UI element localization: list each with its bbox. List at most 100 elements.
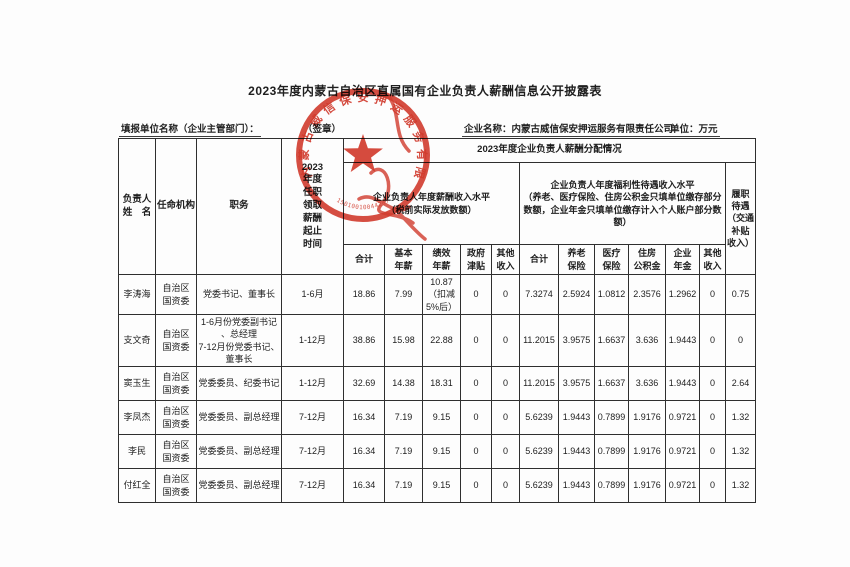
cell-medical: 1.6637	[594, 314, 629, 367]
cell-other-income-2: 0	[699, 434, 726, 469]
cell-duty-allowance: 2.64	[725, 366, 756, 401]
cell-pension: 3.9575	[558, 366, 595, 401]
cell-gov-allowance: 0	[460, 274, 492, 315]
cell-name: 窦玉生	[118, 366, 156, 401]
cell-performance-salary: 9.15	[422, 468, 461, 503]
header-group-row: 企业负责人年度薪酬收入水平 （税前实际发放数额） 企业负责人年度福利性待遇收入水…	[119, 162, 756, 275]
table-row: 支文奇 自治区 国资委 1-6月份党委副书记 、总经理 7-12月份党委书记、 …	[118, 314, 756, 367]
cell-basic-salary: 7.19	[384, 434, 423, 469]
cell-duty-allowance: 1.32	[725, 400, 756, 435]
cell-name: 付红全	[118, 468, 156, 503]
table-row: 窦玉生 自治区 国资委 党委委员、纪委书记 1-12月 32.69 14.38 …	[118, 366, 756, 401]
header-housing-fund: 住房 公积金	[628, 244, 666, 275]
table-row: 李涛海 自治区 国资委 党委书记、董事长 1-6月 18.86 7.99 10.…	[118, 274, 756, 315]
header-duty-allowance: 履职 待遇 （交通 补贴 收入）	[725, 162, 756, 275]
cell-position: 党委委员、纪委书记	[196, 366, 282, 401]
cell-welfare-total: 7.3274	[519, 274, 559, 315]
table-row: 李凤杰 自治区 国资委 党委委员、副总经理 7-12月 16.34 7.19 9…	[118, 400, 756, 435]
cell-name: 李民	[118, 434, 156, 469]
cell-gov-allowance: 0	[460, 434, 492, 469]
cell-salary-total: 16.34	[343, 468, 385, 503]
cell-position: 党委委员、副总经理	[196, 468, 282, 503]
cell-welfare-total: 11.2015	[519, 366, 559, 401]
header-salary-total: 合计	[343, 244, 385, 275]
cell-period: 1-12月	[281, 366, 344, 401]
header-sub-row: 合计 基本 年薪 绩效 年薪 政府 津贴 其他 收入 合计 养老 保险 医疗 保…	[119, 244, 756, 275]
cell-organ: 自治区 国资委	[155, 274, 197, 315]
salary-disclosure-table: 负责人 姓 名 任命机构 职务 2023 年度 任职 领取 薪酬 起止 时间 2…	[118, 138, 756, 503]
cell-other-income-2: 0	[699, 314, 726, 367]
cell-duty-allowance: 1.32	[725, 434, 756, 469]
cell-performance-salary: 9.15	[422, 434, 461, 469]
cell-organ: 自治区 国资委	[155, 366, 197, 401]
cell-housing-fund: 1.9176	[628, 400, 666, 435]
cell-pension: 2.5924	[558, 274, 595, 315]
cell-basic-salary: 15.98	[384, 314, 423, 367]
cell-other-income-1: 0	[491, 468, 520, 503]
cell-duty-allowance: 0	[725, 314, 756, 367]
seal-placeholder-label: （签章）	[303, 124, 342, 135]
cell-annuity: 0.9721	[665, 468, 700, 503]
header-name: 负责人 姓 名	[118, 138, 156, 275]
table-row: 李民 自治区 国资委 党委委员、副总经理 7-12月 16.34 7.19 9.…	[118, 434, 756, 469]
cell-period: 1-6月	[281, 274, 344, 315]
cell-duty-allowance: 0.75	[725, 274, 756, 315]
header-other-income-2: 其他 收入	[699, 244, 726, 275]
cell-welfare-total: 5.6239	[519, 400, 559, 435]
cell-welfare-total: 5.6239	[519, 434, 559, 469]
cell-housing-fund: 1.9176	[628, 434, 666, 469]
meta-line: 填报单位名称（企业主管部门）： （签章） 企业名称：内蒙古威信保安押运服务有限责…	[0, 121, 850, 137]
cell-medical: 0.7899	[594, 434, 629, 469]
cell-organ: 自治区 国资委	[155, 314, 197, 367]
cell-other-income-1: 0	[491, 314, 520, 367]
cell-housing-fund: 2.3576	[628, 274, 666, 315]
cell-annuity: 0.9721	[665, 400, 700, 435]
cell-basic-salary: 7.99	[384, 274, 423, 315]
cell-period: 7-12月	[281, 468, 344, 503]
header-pension: 养老 保险	[558, 244, 595, 275]
cell-other-income-2: 0	[699, 400, 726, 435]
cell-other-income-1: 0	[491, 274, 520, 315]
header-other-income-1: 其他 收入	[491, 244, 520, 275]
cell-annuity: 1.9443	[665, 366, 700, 401]
cell-annuity: 0.9721	[665, 434, 700, 469]
cell-performance-salary: 22.88	[422, 314, 461, 367]
header-band-row: 负责人 姓 名 任命机构 职务 2023 年度 任职 领取 薪酬 起止 时间 2…	[118, 138, 756, 275]
header-annuity: 企业 年金	[665, 244, 700, 275]
cell-name: 支文奇	[118, 314, 156, 367]
cell-pension: 1.9443	[558, 434, 595, 469]
cell-welfare-total: 11.2015	[519, 314, 559, 367]
cell-position: 1-6月份党委副书记 、总经理 7-12月份党委书记、 董事长	[196, 314, 282, 367]
cell-pension: 3.9575	[558, 314, 595, 367]
cell-name: 李凤杰	[118, 400, 156, 435]
unit-label: 单位：万元	[668, 121, 720, 137]
cell-position: 党委书记、董事长	[196, 274, 282, 315]
cell-position: 党委委员、副总经理	[196, 400, 282, 435]
cell-organ: 自治区 国资委	[155, 400, 197, 435]
report-unit-label: 填报单位名称（企业主管部门）：	[119, 121, 261, 137]
header-band-title: 2023年度企业负责人薪酬分配情况	[343, 138, 756, 163]
cell-salary-total: 38.86	[343, 314, 385, 367]
cell-gov-allowance: 0	[460, 366, 492, 401]
company-name-label: 企业名称：内蒙古威信保安押运服务有限责任公司	[462, 121, 676, 137]
header-performance-salary: 绩效 年薪	[422, 244, 461, 275]
cell-performance-salary: 18.31	[422, 366, 461, 401]
cell-medical: 0.7899	[594, 400, 629, 435]
cell-performance-salary: 9.15	[422, 400, 461, 435]
header-period: 2023 年度 任职 领取 薪酬 起止 时间	[281, 138, 344, 275]
cell-medical: 0.7899	[594, 468, 629, 503]
cell-gov-allowance: 0	[460, 400, 492, 435]
cell-name: 李涛海	[118, 274, 156, 315]
cell-organ: 自治区 国资委	[155, 434, 197, 469]
cell-duty-allowance: 1.32	[725, 468, 756, 503]
cell-housing-fund: 3.636	[628, 314, 666, 367]
cell-other-income-1: 0	[491, 366, 520, 401]
header-gov-allowance: 政府 津贴	[460, 244, 492, 275]
cell-gov-allowance: 0	[460, 468, 492, 503]
cell-medical: 1.0812	[594, 274, 629, 315]
cell-other-income-2: 0	[699, 274, 726, 315]
cell-period: 7-12月	[281, 400, 344, 435]
header-position: 职务	[196, 138, 282, 275]
cell-basic-salary: 14.38	[384, 366, 423, 401]
